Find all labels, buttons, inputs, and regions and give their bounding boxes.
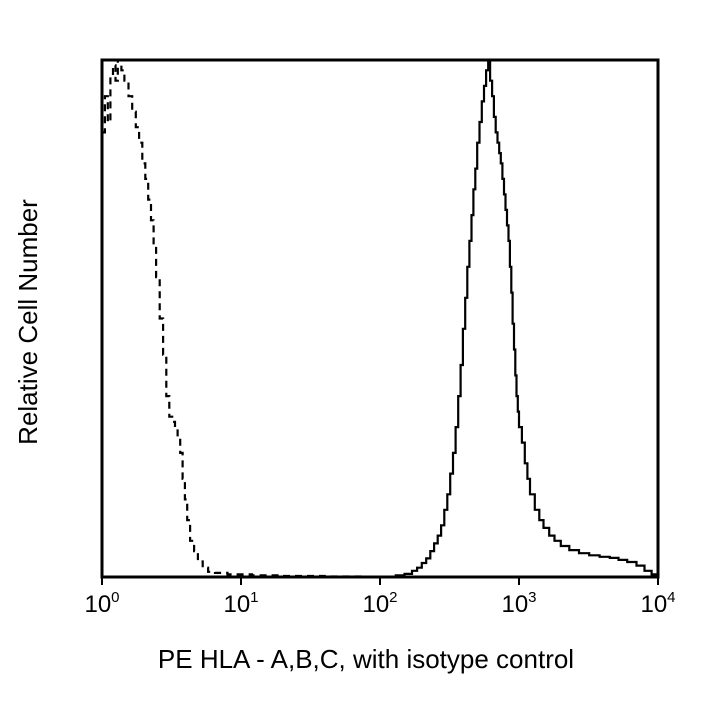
x-tick-label: 101 xyxy=(223,589,258,618)
x-tick-label: 103 xyxy=(501,589,536,618)
hla-abc-histogram xyxy=(380,58,660,579)
x-tick-label: 104 xyxy=(640,589,675,618)
y-axis-title: Relative Cell Number xyxy=(13,199,43,445)
x-tick-label: 102 xyxy=(362,589,397,618)
isotype-control-histogram xyxy=(102,58,368,578)
x-tick-label: 100 xyxy=(84,589,119,618)
x-axis-ticks: 100 101 102 103 104 xyxy=(84,577,676,618)
x-axis-title: PE HLA - A,B,C, with isotype control xyxy=(158,644,574,674)
plot-area xyxy=(100,58,660,579)
